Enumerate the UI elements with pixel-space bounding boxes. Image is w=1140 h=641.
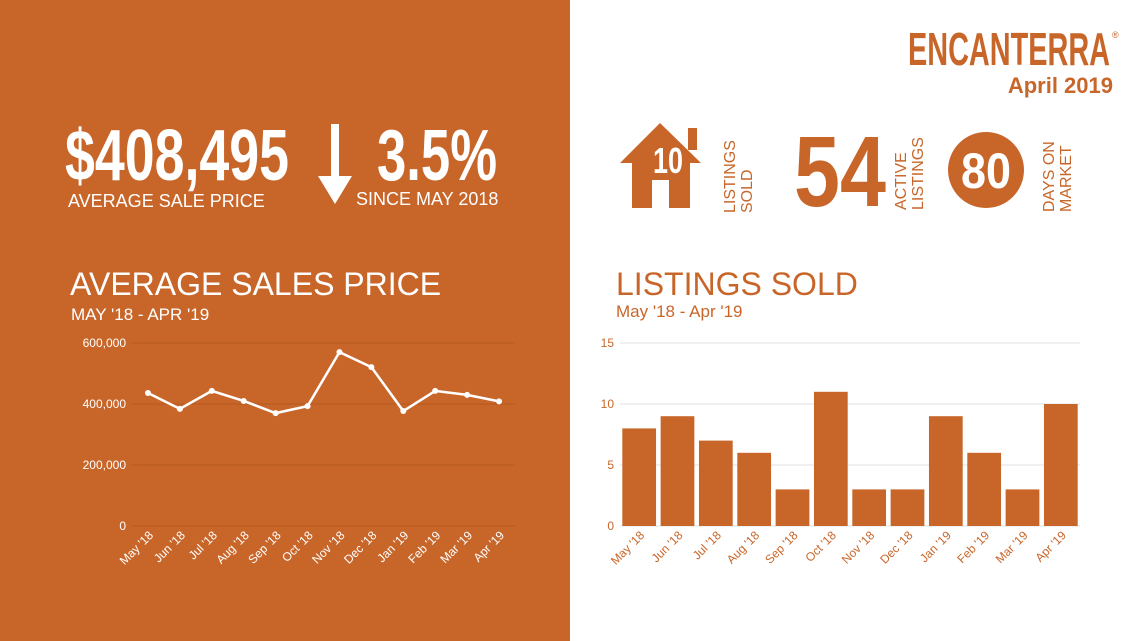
bar xyxy=(622,428,657,526)
active-listings: 54 xyxy=(794,116,886,228)
average-price-label: AVERAGE SALE PRICE xyxy=(68,191,265,211)
y-tick-label: 200,000 xyxy=(83,458,127,472)
bar xyxy=(737,452,772,526)
days-circle xyxy=(948,132,1024,208)
bar xyxy=(1043,404,1078,526)
left-panel xyxy=(0,0,570,641)
bar xyxy=(928,416,963,526)
y-tick-label: 600,000 xyxy=(83,336,127,350)
point xyxy=(464,391,471,398)
chart-subtitle: May '18 - Apr '19 xyxy=(616,302,743,321)
line xyxy=(147,350,500,415)
listings-sold-label: SOLD xyxy=(739,169,756,213)
active-listings-label: ACTIVE xyxy=(893,152,910,210)
y-tick-label: 0 xyxy=(119,519,126,533)
average-price: $408,495 xyxy=(65,116,289,196)
y-tick-label: 10 xyxy=(601,397,615,411)
point xyxy=(240,397,247,404)
trademark: ® xyxy=(1112,30,1119,40)
change-label: SINCE MAY 2018 xyxy=(356,189,498,209)
y-tick-label: 0 xyxy=(607,519,614,533)
point xyxy=(496,398,503,405)
change: 3.5% xyxy=(377,116,497,196)
down-arrow xyxy=(318,124,352,204)
date: April 2019 xyxy=(1008,73,1113,98)
brand: ENCANTERRA xyxy=(908,23,1110,75)
point xyxy=(336,349,343,356)
point xyxy=(304,403,311,410)
point xyxy=(144,390,151,397)
chart-title: AVERAGE SALES PRICE xyxy=(70,266,441,302)
days-on-market-label: DAYS ON xyxy=(1041,141,1058,212)
listings-sold: 10 xyxy=(653,140,683,181)
point xyxy=(432,387,439,394)
bar xyxy=(967,452,1002,526)
listings-sold-label: LISTINGS xyxy=(722,140,739,213)
bar xyxy=(813,391,848,526)
point xyxy=(208,387,215,394)
chart-title: LISTINGS SOLD xyxy=(616,266,858,302)
bar xyxy=(660,416,695,526)
point xyxy=(368,364,375,371)
bar xyxy=(852,489,887,526)
bar xyxy=(698,440,733,526)
active-listings-label: LISTINGS xyxy=(910,137,927,210)
days-on-market: 80 xyxy=(961,143,1011,199)
chart-subtitle: MAY '18 - APR '19 xyxy=(71,305,209,324)
days-on-market-label: MARKET xyxy=(1058,145,1075,212)
y-tick-label: 400,000 xyxy=(83,397,127,411)
bar xyxy=(1005,489,1040,526)
point xyxy=(400,408,407,415)
house-icon xyxy=(620,123,701,208)
bar xyxy=(890,489,925,526)
bar xyxy=(775,489,810,526)
y-tick-label: 5 xyxy=(607,458,614,472)
point xyxy=(272,410,279,417)
y-tick-label: 15 xyxy=(601,336,615,350)
point xyxy=(176,405,183,412)
